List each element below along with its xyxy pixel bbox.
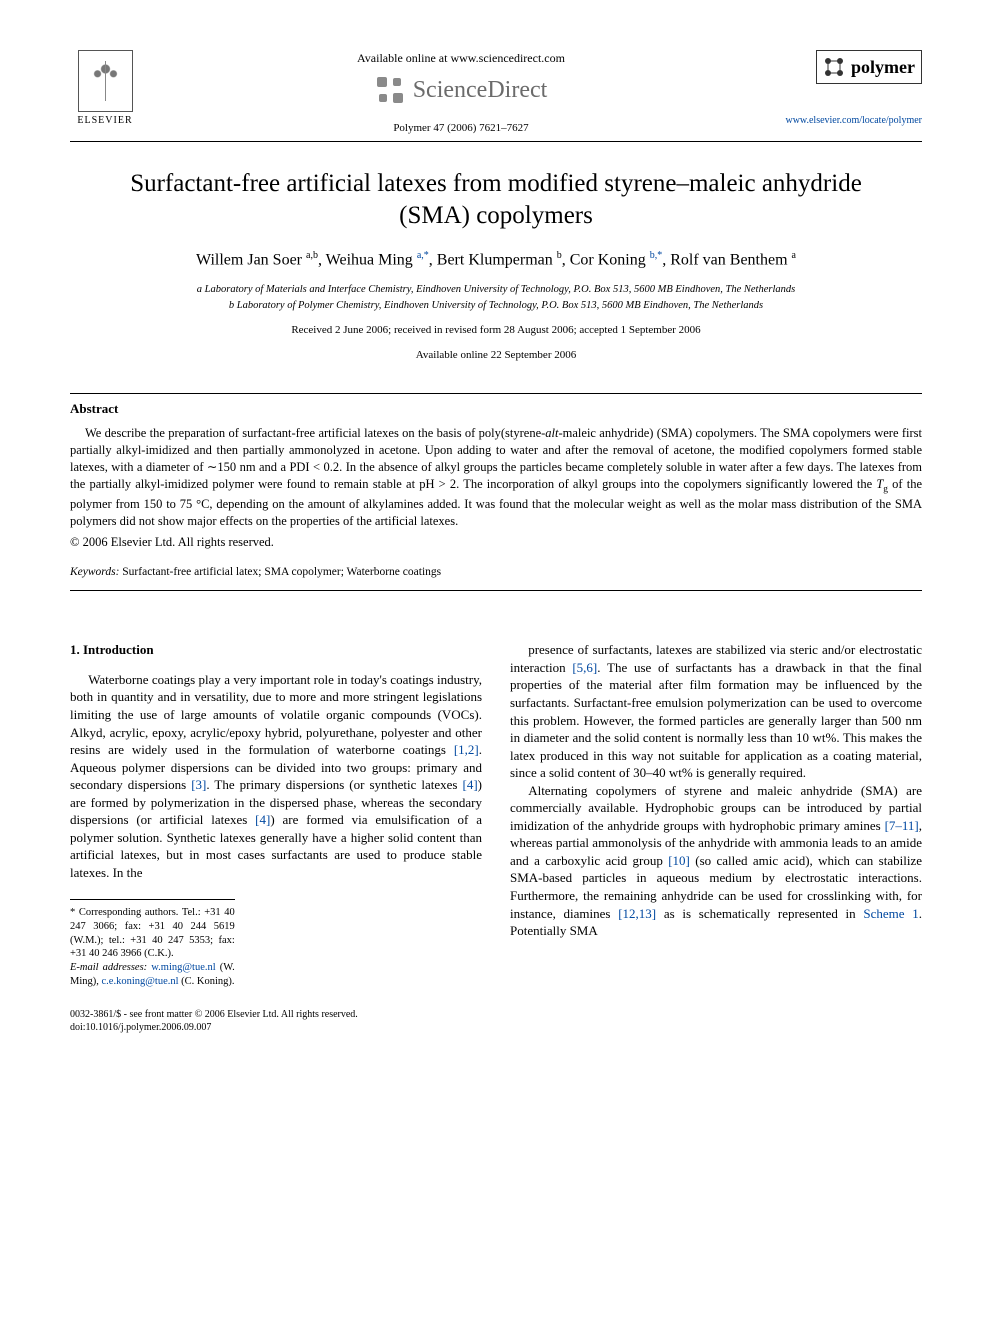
intro-paragraph-2: presence of surfactants, latexes are sta…: [510, 641, 922, 781]
abstract-paragraph: We describe the preparation of surfactan…: [70, 425, 922, 530]
footer-meta: 0032-3861/$ - see front matter © 2006 El…: [70, 1008, 482, 1034]
keywords-value: Surfactant-free artificial latex; SMA co…: [122, 566, 441, 578]
journal-citation: Polymer 47 (2006) 7621–7627: [140, 121, 782, 136]
sciencedirect-icon: [375, 75, 405, 105]
body-columns: 1. Introduction Waterborne coatings play…: [70, 641, 922, 1034]
affiliation-a: a Laboratory of Materials and Interface …: [70, 283, 922, 297]
right-column: presence of surfactants, latexes are sta…: [510, 641, 922, 1034]
elsevier-label: ELSEVIER: [77, 114, 132, 128]
left-column: 1. Introduction Waterborne coatings play…: [70, 641, 482, 1034]
abstract-top-rule: [70, 393, 922, 394]
header-rule: [70, 141, 922, 142]
corresponding-author-text: * Corresponding authors. Tel.: +31 40 24…: [70, 906, 235, 961]
email-link-2[interactable]: c.e.koning@tue.nl: [102, 976, 179, 987]
polymer-journal-name: polymer: [851, 55, 915, 79]
email-link-1[interactable]: w.ming@tue.nl: [151, 962, 215, 973]
polymer-journal-logo: polymer www.elsevier.com/locate/polymer: [782, 50, 922, 128]
author-list: Willem Jan Soer a,b, Weihua Ming a,*, Be…: [70, 249, 922, 271]
affiliation-b: b Laboratory of Polymer Chemistry, Eindh…: [70, 299, 922, 313]
corresponding-author-footnote: * Corresponding authors. Tel.: +31 40 24…: [70, 899, 235, 988]
header-center: Available online at www.sciencedirect.co…: [140, 50, 782, 135]
email-addresses-line: E-mail addresses: w.ming@tue.nl (W. Ming…: [70, 961, 235, 988]
sciencedirect-text: ScienceDirect: [413, 74, 548, 106]
journal-url[interactable]: www.elsevier.com/locate/polymer: [782, 114, 922, 128]
elsevier-tree-icon: [78, 50, 133, 112]
polymer-box: polymer: [816, 50, 922, 84]
abstract-bottom-rule: [70, 590, 922, 591]
keywords-label: Keywords:: [70, 566, 119, 578]
abstract-copyright: © 2006 Elsevier Ltd. All rights reserved…: [70, 534, 922, 551]
available-online-text: Available online at www.sciencedirect.co…: [140, 50, 782, 66]
article-title: Surfactant-free artificial latexes from …: [110, 168, 882, 231]
abstract-section: Abstract We describe the preparation of …: [70, 393, 922, 591]
section-1-heading: 1. Introduction: [70, 641, 482, 659]
front-matter-line: 0032-3861/$ - see front matter © 2006 El…: [70, 1008, 482, 1021]
email-who-2: (C. Koning).: [181, 976, 234, 987]
intro-paragraph-1: Waterborne coatings play a very importan…: [70, 671, 482, 882]
doi-line: doi:10.1016/j.polymer.2006.09.007: [70, 1021, 482, 1034]
received-dates: Received 2 June 2006; received in revise…: [70, 323, 922, 338]
keywords-line: Keywords: Surfactant-free artificial lat…: [70, 565, 922, 581]
email-label: E-mail addresses:: [70, 962, 147, 973]
intro-paragraph-3: Alternating copolymers of styrene and ma…: [510, 782, 922, 940]
elsevier-logo: ELSEVIER: [70, 50, 140, 128]
abstract-heading: Abstract: [70, 400, 922, 418]
sciencedirect-logo: ScienceDirect: [375, 74, 548, 106]
available-online-date: Available online 22 September 2006: [70, 348, 922, 363]
abstract-body: We describe the preparation of surfactan…: [70, 425, 922, 530]
polymer-monomer-icon: [823, 56, 845, 78]
journal-header: ELSEVIER Available online at www.science…: [70, 50, 922, 135]
